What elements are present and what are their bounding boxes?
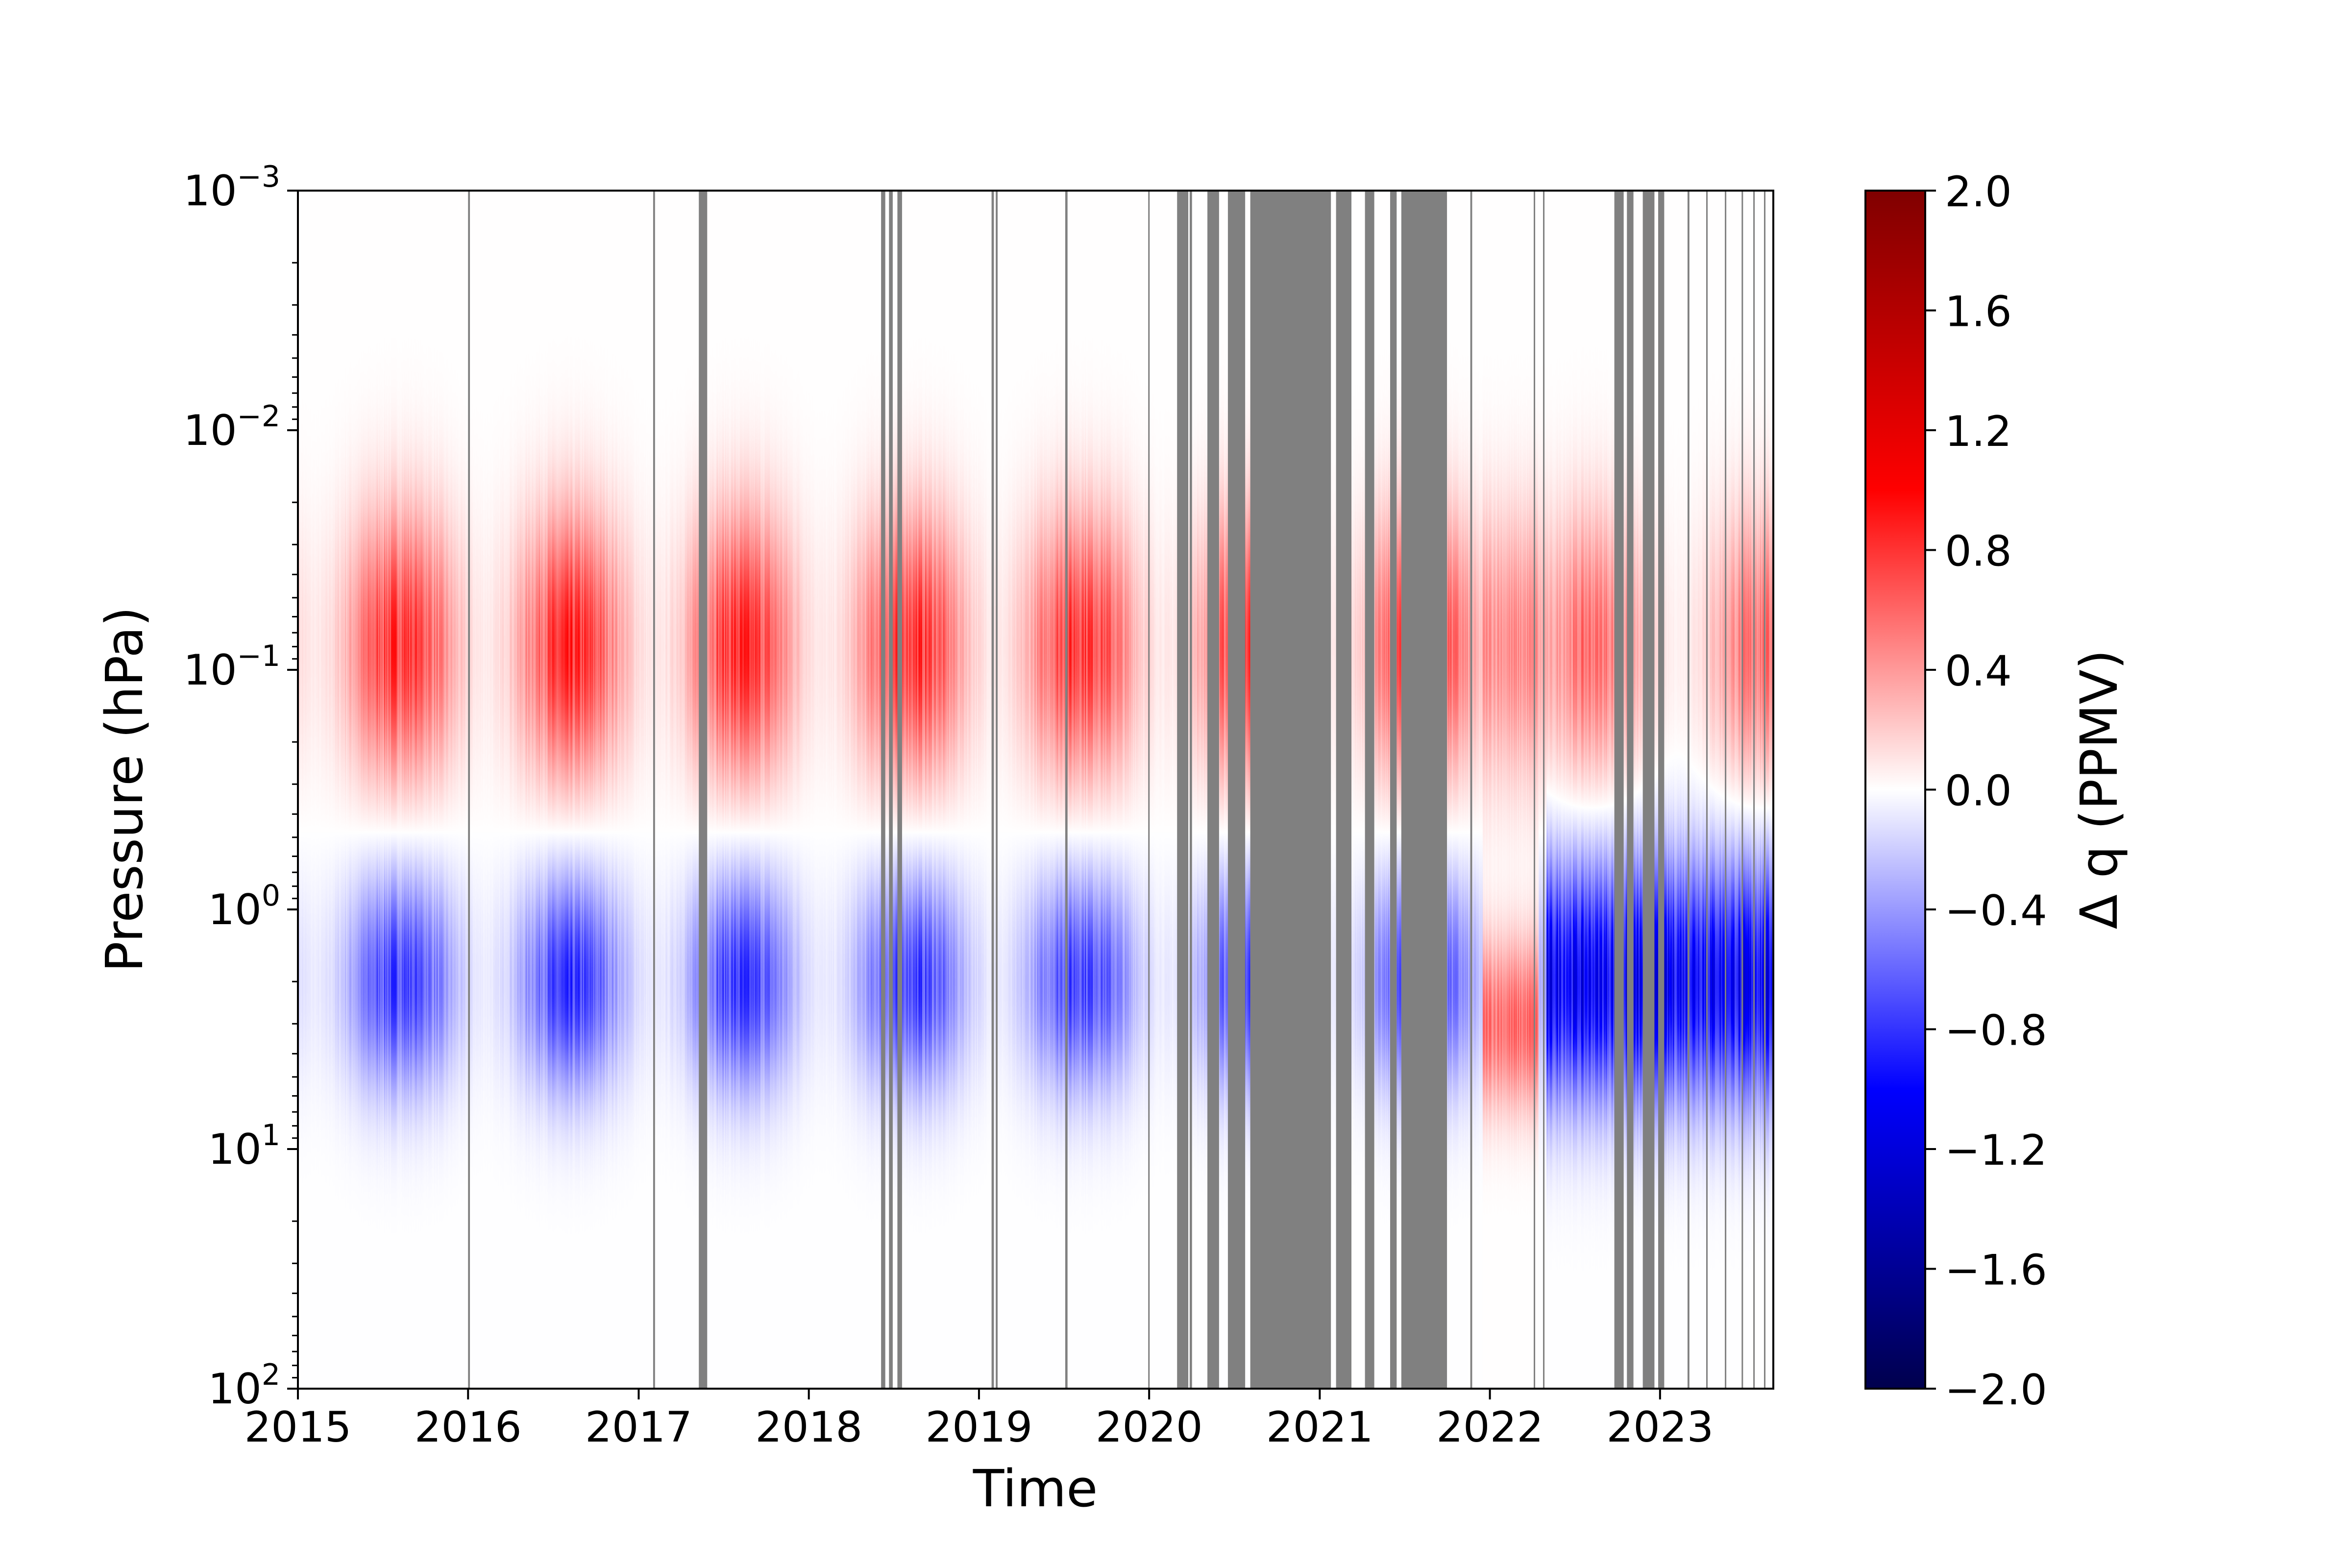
colorbar-tick-label: −2.0 bbox=[1945, 1366, 2047, 1415]
x-tick-label: 2018 bbox=[755, 1403, 862, 1452]
missing-data-band bbox=[1725, 191, 1727, 1389]
missing-data-band bbox=[1250, 191, 1331, 1389]
y-tick-label: 10−3 bbox=[183, 160, 280, 216]
y-tick-label: 102 bbox=[208, 1358, 280, 1414]
missing-data-band bbox=[1189, 191, 1192, 1389]
missing-data-band bbox=[996, 191, 998, 1389]
y-tick-base: 10 bbox=[183, 646, 237, 695]
missing-data-band bbox=[1065, 191, 1068, 1389]
x-axis: 2015 2016 2017 2018 2019 2020 2021 2022 2023 bbox=[245, 1389, 1714, 1452]
y-tick-base: 10 bbox=[183, 406, 237, 455]
missing-data-band bbox=[1764, 191, 1765, 1389]
colorbar-tick-label: −0.8 bbox=[1945, 1006, 2047, 1055]
missing-data-band bbox=[1658, 191, 1665, 1389]
colorbar-tick-label: 0.8 bbox=[1945, 527, 2012, 576]
colorbar-ticks: 2.0 1.6 1.2 0.8 0.4 0.0 −0.4 −0.8 −1.2 −1.6 −2.0 bbox=[1925, 168, 2047, 1415]
x-axis-label: Time bbox=[973, 1459, 1098, 1519]
missing-data-band bbox=[1401, 191, 1447, 1389]
heatmap-field bbox=[298, 191, 1773, 1389]
x-tick-label: 2022 bbox=[1436, 1403, 1544, 1452]
missing-data-band bbox=[1642, 191, 1655, 1389]
missing-data-band bbox=[1627, 191, 1634, 1389]
missing-data-band bbox=[1470, 191, 1472, 1389]
y-tick-base: 10 bbox=[208, 1125, 261, 1174]
missing-data-band bbox=[468, 191, 470, 1389]
colorbar-tick-label: 0.0 bbox=[1945, 767, 2012, 816]
y-axis-label: Pressure (hPa) bbox=[95, 607, 154, 972]
missing-data-band bbox=[991, 191, 994, 1389]
colorbar-tick-label: −0.4 bbox=[1945, 886, 2047, 935]
colorbar-tick-label: −1.6 bbox=[1945, 1246, 2047, 1295]
y-tick-exponent: −3 bbox=[237, 160, 280, 194]
missing-data-band bbox=[1336, 191, 1352, 1389]
x-tick-label: 2016 bbox=[415, 1403, 522, 1452]
colorbar-tick-label: 0.4 bbox=[1945, 647, 2012, 696]
x-tick-label: 2023 bbox=[1606, 1403, 1714, 1452]
missing-data-band bbox=[1687, 191, 1690, 1389]
missing-data-band bbox=[1390, 191, 1397, 1389]
y-tick-label: 10−1 bbox=[183, 639, 280, 695]
missing-data-band bbox=[653, 191, 655, 1389]
y-tick-label: 10−2 bbox=[183, 399, 280, 455]
missing-data-band bbox=[1148, 191, 1150, 1389]
missing-data-band bbox=[1534, 191, 1536, 1389]
colorbar-tick-label: 1.2 bbox=[1945, 407, 2012, 456]
missing-data-gaps bbox=[468, 191, 1765, 1389]
y-tick-exponent: −1 bbox=[237, 639, 280, 673]
missing-data-band bbox=[1706, 191, 1708, 1389]
x-tick-label: 2015 bbox=[245, 1403, 352, 1452]
missing-data-band bbox=[1365, 191, 1374, 1389]
y-tick-base: 10 bbox=[208, 885, 261, 934]
colorbar-tick-label: 1.6 bbox=[1945, 288, 2012, 337]
colorbar: 2.0 1.6 1.2 0.8 0.4 0.0 −0.4 −0.8 −1.2 −1.6 −2.0 Δ… bbox=[1864, 168, 2129, 1415]
missing-data-band bbox=[897, 191, 902, 1389]
plot-area bbox=[297, 190, 1774, 1390]
y-tick-base: 10 bbox=[183, 167, 237, 216]
y-tick-label: 101 bbox=[208, 1118, 280, 1174]
colorbar-tick-label: −1.2 bbox=[1945, 1126, 2047, 1175]
missing-data-band bbox=[1543, 191, 1545, 1389]
y-tick-label: 100 bbox=[208, 879, 280, 934]
y-tick-exponent: 1 bbox=[262, 1118, 280, 1152]
missing-data-band bbox=[1741, 191, 1743, 1389]
y-tick-exponent: −2 bbox=[237, 399, 280, 434]
missing-data-band bbox=[1177, 191, 1189, 1389]
missing-data-band bbox=[1207, 191, 1219, 1389]
missing-data-band bbox=[881, 191, 885, 1389]
colorbar-gradient bbox=[1864, 190, 1926, 1390]
y-tick-exponent: 0 bbox=[262, 879, 280, 913]
colorbar-label: Δ q (PPMV) bbox=[2069, 650, 2129, 930]
missing-data-band bbox=[699, 191, 708, 1389]
plot-frame bbox=[297, 190, 1774, 1390]
missing-data-band bbox=[1614, 191, 1624, 1389]
x-tick-label: 2021 bbox=[1266, 1403, 1373, 1452]
missing-data-band bbox=[1753, 191, 1755, 1389]
y-tick-exponent: 2 bbox=[262, 1358, 280, 1392]
missing-data-band bbox=[889, 191, 893, 1389]
x-tick-label: 2017 bbox=[585, 1403, 692, 1452]
x-tick-label: 2019 bbox=[925, 1403, 1032, 1452]
colorbar-tick-label: 2.0 bbox=[1945, 168, 2012, 217]
missing-data-band bbox=[1227, 191, 1246, 1389]
x-tick-label: 2020 bbox=[1096, 1403, 1203, 1452]
y-tick-base: 10 bbox=[208, 1365, 261, 1414]
